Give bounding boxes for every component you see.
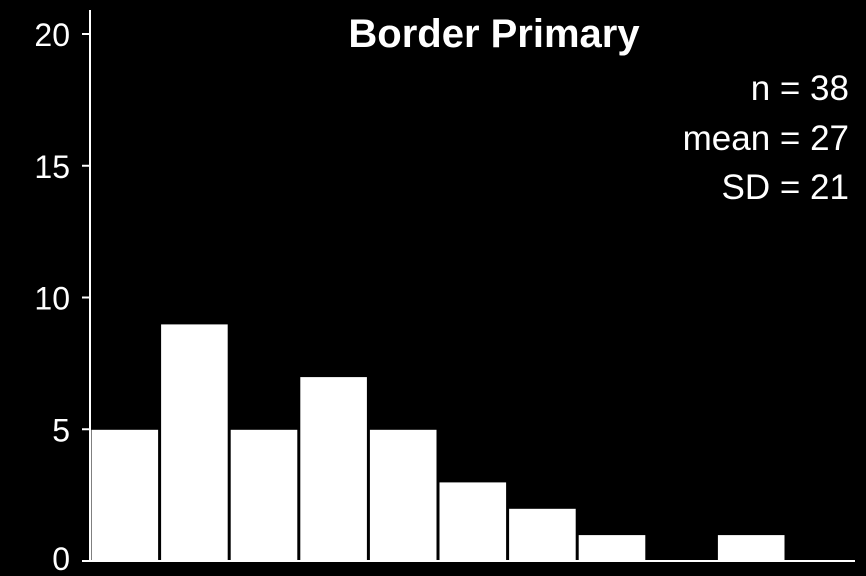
histogram-bar-2 <box>160 323 229 562</box>
histogram-bar-1 <box>90 428 160 562</box>
histogram-bar-6 <box>438 481 508 562</box>
histogram-bar-8 <box>577 534 647 562</box>
histogram-bar-7 <box>508 507 577 562</box>
axes-group <box>89 10 855 562</box>
y-tick-label-20: 20 <box>34 17 70 53</box>
stat-n-label: n = 38 <box>751 69 849 108</box>
histogram-bar-3 <box>229 428 299 562</box>
stat-sd-label: SD = 21 <box>722 168 849 207</box>
y-tick-label-10: 10 <box>34 281 70 317</box>
histogram-bar-5 <box>368 428 438 562</box>
y-tick-label-5: 5 <box>52 412 70 448</box>
stat-mean-label: mean = 27 <box>683 119 849 158</box>
y-ticks-group: 0 5 10 15 20 <box>34 17 90 576</box>
histogram-bar-4 <box>299 376 368 562</box>
y-tick-label-15: 15 <box>34 149 70 185</box>
y-tick-label-0: 0 <box>52 541 70 571</box>
histogram-bar-10 <box>716 534 786 562</box>
bars-group <box>90 323 786 562</box>
chart-title: Border Primary <box>348 12 640 56</box>
